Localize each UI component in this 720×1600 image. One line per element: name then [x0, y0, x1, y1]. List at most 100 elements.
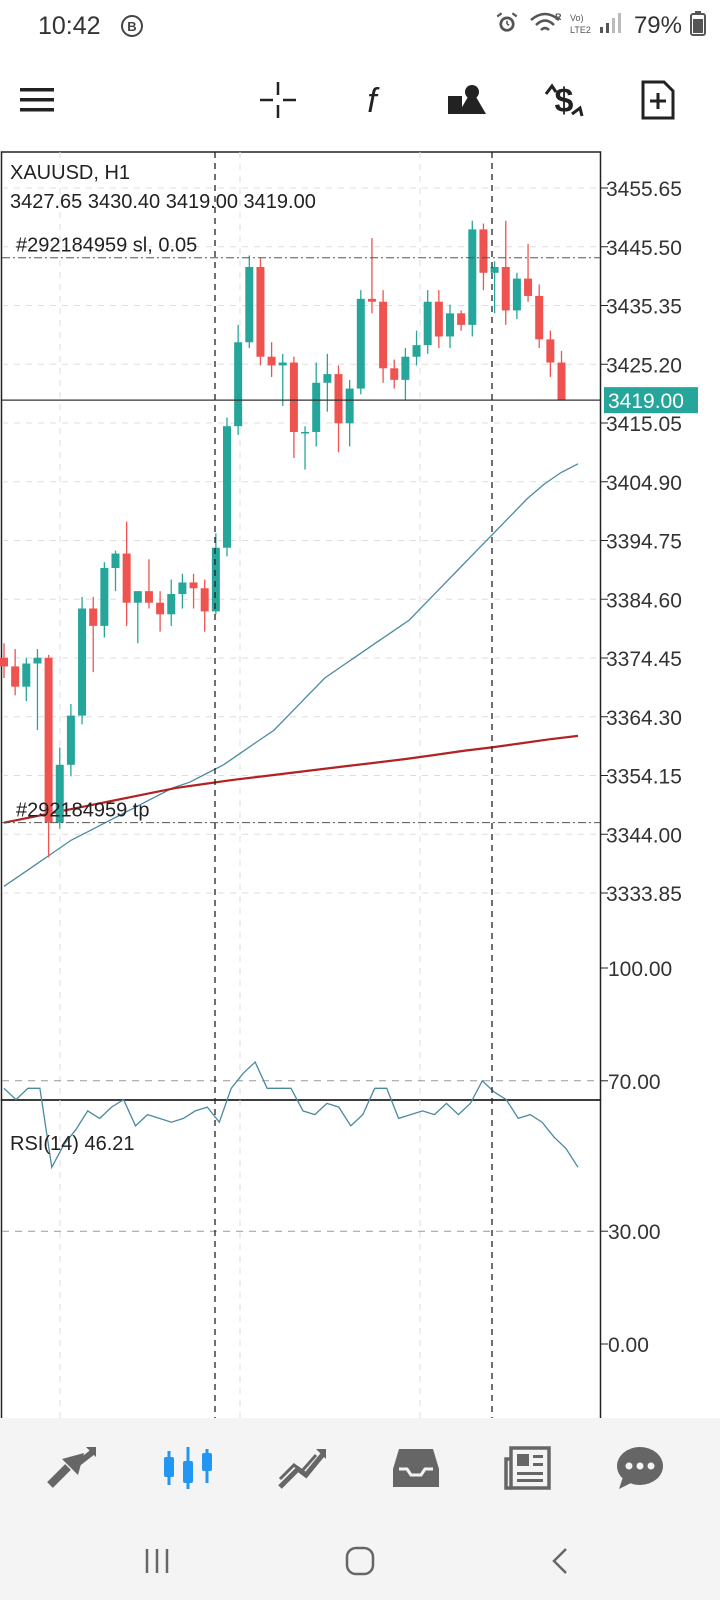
candle-body	[234, 342, 243, 427]
order-lines: #292184959 sl, 0.05 #292184959 tp	[2, 235, 600, 824]
candle-body	[301, 431, 310, 434]
messages-icon[interactable]	[610, 1438, 670, 1498]
price-tick-label: 3394.75	[606, 531, 682, 554]
candle	[0, 643, 8, 678]
candle-body	[0, 657, 8, 667]
candle	[356, 290, 365, 395]
candle-body	[446, 313, 454, 337]
candle-body	[200, 588, 209, 612]
rsi-tick-label: 70.00	[608, 1071, 661, 1094]
price-chart[interactable]: #292184959 sl, 0.05 #292184959 tp 3455.65…	[0, 148, 720, 1537]
price-tick-label: 3415.05	[606, 413, 682, 436]
price-tick-label: 3364.30	[606, 707, 682, 730]
candle	[557, 350, 566, 401]
candle-body	[167, 594, 176, 615]
candle-body	[89, 608, 98, 626]
candle-body	[468, 229, 477, 325]
candle	[200, 579, 209, 632]
candle	[512, 272, 521, 320]
candle-body	[267, 356, 276, 366]
news-icon[interactable]	[498, 1438, 558, 1498]
candle-body	[256, 267, 265, 357]
recent-apps-icon[interactable]	[132, 1536, 182, 1586]
candle	[345, 379, 354, 447]
rsi-tick-label: 100.00	[608, 958, 672, 981]
candle-body	[122, 553, 131, 603]
candle-body	[524, 278, 533, 296]
svg-text:R: R	[555, 12, 562, 22]
candle	[524, 243, 533, 302]
wifi-icon: R	[528, 10, 562, 41]
candle	[312, 362, 321, 447]
rsi-indicator	[2, 1060, 600, 1232]
rsi-tick-label: 30.00	[608, 1221, 661, 1244]
candle-body	[535, 295, 544, 340]
candle-body	[501, 267, 510, 311]
candle-body	[66, 715, 75, 765]
candle-body	[44, 657, 53, 823]
notification-b-icon: B	[120, 14, 144, 43]
price-tick-label: 3445.50	[606, 237, 682, 260]
candle	[289, 356, 298, 459]
candle	[178, 573, 187, 609]
history-icon[interactable]	[386, 1438, 446, 1498]
new-order-icon[interactable]	[628, 70, 688, 130]
candle	[457, 310, 466, 331]
ma-fast-line	[3, 463, 579, 887]
objects-icon[interactable]	[438, 70, 498, 130]
candle	[479, 223, 488, 291]
back-icon[interactable]	[536, 1536, 586, 1586]
candle	[278, 353, 287, 406]
chart-area[interactable]: #292184959 sl, 0.05 #292184959 tp 3455.65…	[0, 148, 720, 1537]
candle-body	[512, 278, 521, 311]
svg-text:$: $	[555, 82, 574, 120]
vertical-markers	[214, 152, 493, 1505]
candle	[167, 579, 176, 626]
current-price-label: 3419.00	[608, 390, 684, 413]
candle-body	[401, 356, 410, 380]
current-price-badge	[604, 387, 698, 414]
candle-body	[412, 345, 421, 357]
candle	[334, 365, 343, 453]
indicators-icon[interactable]: f	[342, 70, 402, 130]
candle	[468, 220, 477, 337]
symbol-label: XAUUSD, H1	[10, 162, 130, 184]
price-tick-label: 3354.15	[606, 766, 682, 789]
order-label: #292184959 tp	[16, 800, 149, 822]
candle-body	[490, 267, 499, 273]
candle	[412, 330, 421, 366]
status-bar: 10:42 B R Vo) LTE2 79%	[0, 0, 720, 56]
price-tick-label: 3333.85	[606, 883, 682, 906]
candle	[423, 290, 432, 354]
candle	[535, 284, 544, 349]
system-navigation	[0, 1518, 720, 1600]
crosshair-icon[interactable]	[248, 70, 308, 130]
menu-icon[interactable]	[8, 70, 68, 130]
candle-body	[211, 547, 220, 612]
candle-body	[323, 374, 332, 383]
trade-icon[interactable]: $	[534, 70, 594, 130]
alarm-icon	[494, 10, 520, 41]
chart-icon[interactable]	[158, 1438, 218, 1498]
home-icon[interactable]	[335, 1536, 385, 1586]
candle	[546, 330, 555, 377]
candle-body	[111, 553, 120, 568]
candle	[323, 353, 332, 412]
candle	[44, 654, 53, 858]
moving-averages	[3, 463, 579, 887]
main-chart-frame	[0, 151, 602, 1101]
rsi-line	[3, 1060, 579, 1170]
trade-nav-icon[interactable]	[272, 1438, 332, 1498]
status-time: 10:42	[38, 12, 101, 40]
candle-body	[434, 301, 443, 337]
bottom-navigation	[0, 1418, 720, 1518]
price-tick-label: 3374.45	[606, 648, 682, 671]
candle-body	[144, 591, 153, 603]
candle	[446, 304, 454, 349]
candle-body	[423, 301, 432, 346]
candle	[189, 573, 198, 609]
price-tick-label: 3344.00	[606, 824, 682, 847]
svg-text:LTE2: LTE2	[570, 25, 591, 35]
quotes-icon[interactable]	[42, 1438, 102, 1498]
candle-body	[78, 608, 87, 716]
